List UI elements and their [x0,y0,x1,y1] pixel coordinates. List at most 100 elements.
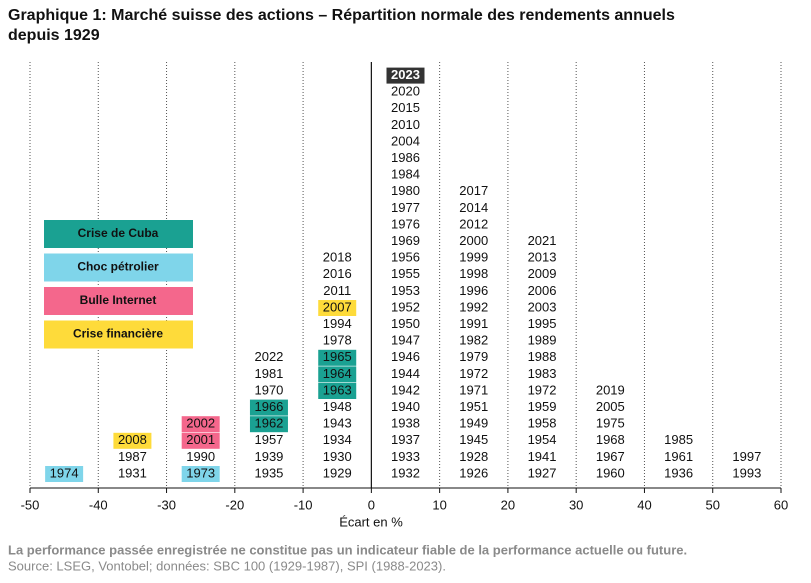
year-label: 2010 [391,117,420,132]
year-label: 1973 [186,465,215,480]
x-tick-label: 0 [368,497,375,512]
year-label: 1950 [391,316,420,331]
year-label: 1977 [391,200,420,215]
legend-swatch [44,253,193,282]
x-tick-label: -20 [225,497,244,512]
highlight-box [113,432,152,449]
year-label: 2008 [118,432,147,447]
year-label: 1983 [528,366,557,381]
x-tick-label: 10 [432,497,446,512]
highlight-box [249,416,288,433]
footnote: La performance passée enregistrée ne con… [8,542,687,557]
highlight-box [386,67,425,84]
year-label: 1933 [391,449,420,464]
year-label: 2009 [528,266,557,281]
x-tick-label: 20 [501,497,515,512]
year-label: 1955 [391,266,420,281]
year-label: 2011 [323,283,351,298]
x-tick-label: 40 [637,497,651,512]
year-label: 2013 [528,250,557,265]
year-label: 1964 [323,366,352,381]
year-label: 1970 [254,382,283,397]
year-label: 1943 [323,416,352,431]
legend-swatch [44,320,193,349]
year-label: 1960 [596,465,625,480]
year-label: 2007 [323,299,352,314]
year-label: 1954 [528,432,557,447]
year-label: 1927 [528,465,557,480]
year-label: 1999 [459,250,488,265]
year-label: 2019 [596,382,625,397]
year-label: 1976 [391,216,420,231]
year-label: 1948 [323,399,352,414]
year-label: 2005 [596,399,625,414]
year-label: 1935 [254,465,283,480]
highlight-box [318,300,357,316]
year-label: 1966 [254,399,283,414]
year-label: 1961 [664,449,693,464]
year-label: 1980 [391,183,420,198]
year-label: 1978 [323,333,352,348]
year-label: 1990 [186,449,215,464]
year-label: 1934 [323,432,352,447]
year-label: 2015 [391,100,420,115]
year-label: 1982 [459,333,488,348]
year-label: 1941 [528,449,557,464]
year-label: 1959 [528,399,557,414]
x-tick-label: -40 [89,497,108,512]
year-label: 1962 [254,416,283,431]
legend-label: Crise financière [73,327,163,341]
year-label: 2006 [528,283,557,298]
year-label: 1988 [528,349,557,364]
year-label: 1994 [323,316,352,331]
year-label: 2003 [528,299,557,314]
x-axis-label: Écart en % [339,514,403,529]
year-label: 1993 [732,465,761,480]
highlight-box [318,383,357,399]
year-label: 1940 [391,399,420,414]
year-label: 1929 [323,465,352,480]
year-label: 2014 [459,200,488,215]
year-label: 1992 [459,299,488,314]
year-label: 1931 [118,465,147,480]
year-label: 1945 [459,432,488,447]
year-label: 1949 [459,416,488,431]
year-label: 1985 [664,432,693,447]
year-label: 1963 [323,382,352,397]
year-label: 2004 [391,133,420,148]
year-label: 2020 [391,84,420,99]
year-label: 2022 [254,349,283,364]
x-tick-label: 50 [705,497,719,512]
highlight-box [318,349,357,366]
year-label: 1953 [391,283,420,298]
source: Source: LSEG, Vontobel; données: SBC 100… [8,558,446,573]
x-tick-label: -30 [157,497,176,512]
year-label: 1942 [391,382,420,397]
year-label: 2021 [528,233,557,248]
chart-title: Graphique 1: Marché suisse des actions –… [8,7,675,44]
year-label: 1997 [732,449,761,464]
legend-swatch [44,287,193,315]
x-tick-label: 60 [774,497,788,512]
year-label: 1974 [50,465,79,480]
year-label: 1930 [323,449,352,464]
year-label: 1957 [254,432,283,447]
year-label: 1996 [459,283,488,298]
year-label: 1986 [391,150,420,165]
highlight-box [181,432,220,449]
year-label: 2016 [323,266,352,281]
year-label: 1944 [391,366,420,381]
year-label: 1972 [528,382,557,397]
year-label: 1936 [664,465,693,480]
year-label: 1951 [459,399,488,414]
year-label: 1946 [391,349,420,364]
highlight-box [318,366,357,383]
year-label: 1991 [459,316,488,331]
year-label: 1987 [118,449,147,464]
year-label: 1956 [391,250,420,265]
year-label: 2023 [391,67,420,82]
year-label: 1965 [323,349,352,364]
year-label: 1947 [391,333,420,348]
